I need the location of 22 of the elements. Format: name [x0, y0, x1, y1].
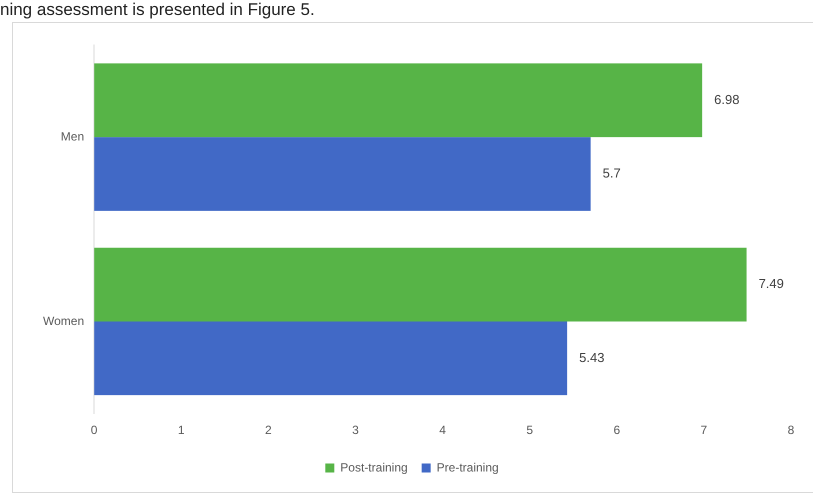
x-tick-label: 2 — [265, 423, 272, 438]
data-label: 6.98 — [714, 92, 740, 107]
bar — [94, 137, 591, 211]
y-tick-label: Men — [60, 129, 84, 144]
bar — [94, 63, 702, 138]
x-tick-label: 3 — [352, 423, 360, 438]
x-tick-label: 5 — [526, 423, 534, 438]
data-label: 7.49 — [758, 276, 784, 292]
x-tick-label: 1 — [178, 423, 185, 438]
legend-label: Post-training — [340, 460, 408, 474]
x-tick-label: 8 — [788, 423, 795, 438]
data-label: 5.7 — [602, 166, 621, 181]
bar — [94, 321, 568, 396]
y-tick-label: Women — [42, 314, 84, 328]
x-tick-label: 6 — [613, 423, 620, 438]
x-tick-label: 0 — [90, 423, 98, 438]
x-tick-label: 7 — [700, 423, 708, 438]
text: ning assessment is presented in Figure 5. — [0, 0, 315, 20]
data-label: 5.43 — [579, 350, 604, 365]
x-tick-label: 4 — [439, 423, 446, 438]
bar — [94, 248, 747, 322]
legend-label: Pre-training — [436, 460, 499, 474]
